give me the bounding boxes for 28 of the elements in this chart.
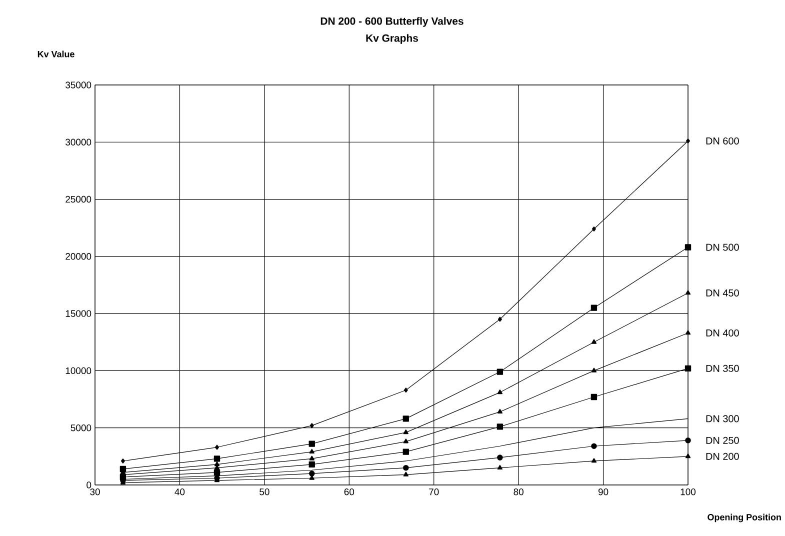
x-tick-label: 70 [429, 488, 439, 496]
x-tick-label: 100 [680, 488, 696, 496]
series-label: DN 300 [706, 415, 739, 422]
y-tick-label: 0 [86, 482, 92, 488]
chart-title: DN 200 - 600 Butterfly Valves [320, 17, 464, 27]
chart-subtitle: Kv Graphs [366, 34, 418, 44]
y-tick-label: 30000 [66, 138, 92, 146]
x-tick-label: 60 [344, 488, 354, 496]
series-label: DN 350 [706, 364, 739, 372]
series-label: DN 500 [706, 244, 739, 251]
x-axis-title: Opening Position [708, 514, 781, 522]
y-axis-title: Kv Value [38, 50, 74, 58]
series-label: DN 400 [706, 329, 739, 337]
series-label: DN 600 [706, 137, 739, 145]
x-tick-label: 40 [174, 488, 185, 496]
x-tick-label: 30 [90, 488, 100, 496]
series-label: DN 450 [706, 289, 739, 297]
x-tick-label: 50 [260, 488, 270, 496]
series-label: DN 250 [706, 436, 739, 444]
y-tick-label: 5000 [70, 424, 92, 432]
y-tick-label: 25000 [66, 196, 92, 203]
series-label: DN 200 [706, 452, 739, 460]
x-tick-label: 90 [598, 488, 608, 496]
y-tick-label: 15000 [66, 310, 92, 317]
y-tick-label: 20000 [66, 253, 92, 260]
y-tick-label: 10000 [66, 367, 92, 374]
y-tick-label: 35000 [66, 82, 92, 88]
x-tick-label: 80 [514, 488, 524, 496]
